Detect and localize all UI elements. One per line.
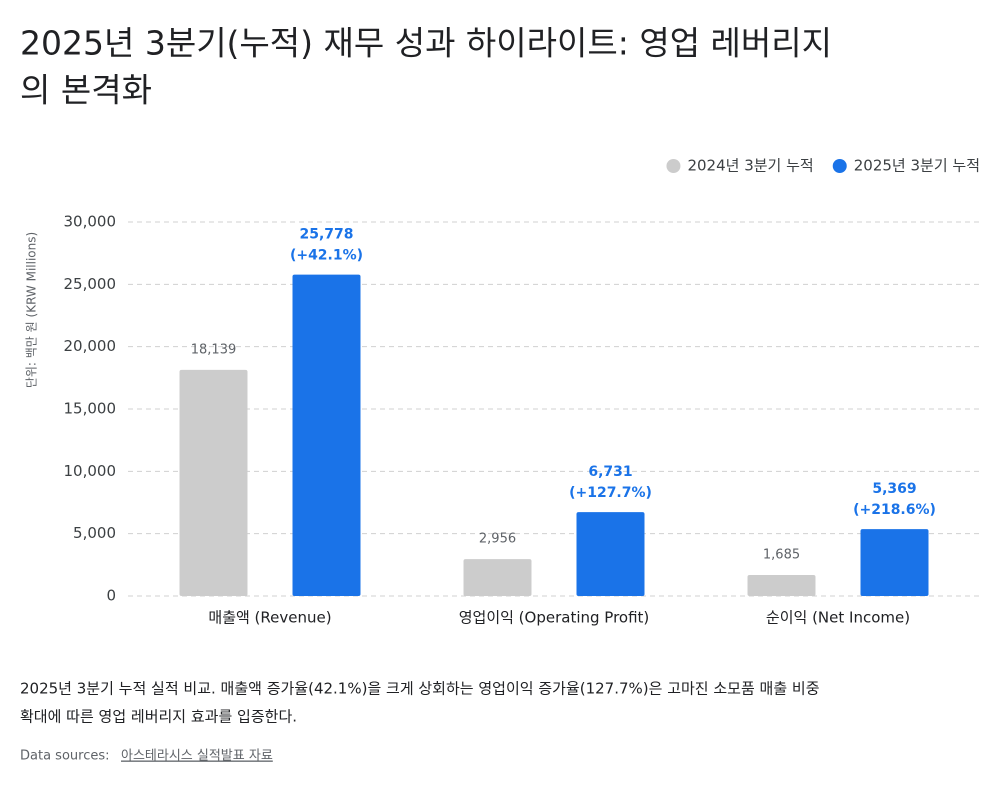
caption: 확대에 따른 영업 레버리지 효과를 입증한다.	[20, 708, 297, 726]
value-label: 5,369	[872, 481, 916, 497]
bar	[576, 512, 645, 596]
bar	[179, 369, 248, 596]
value-label: 1,685	[763, 547, 800, 562]
y-tick-label: 0	[106, 587, 116, 605]
bar	[463, 559, 532, 596]
value-label: 25,778	[299, 227, 353, 243]
value-label: 6,731	[588, 464, 632, 480]
x-tick-label: 매출액 (Revenue)	[208, 609, 331, 627]
chart-title: 의 본격화	[20, 71, 152, 110]
y-tick-label: 5,000	[73, 524, 116, 542]
y-tick-label: 25,000	[64, 275, 117, 293]
y-tick-label: 20,000	[64, 337, 117, 355]
legend-label: 2024년 3분기 누적	[687, 157, 813, 175]
legend-swatch	[832, 159, 847, 173]
x-tick-label: 순이익 (Net Income)	[766, 609, 910, 627]
caption: 2025년 3분기 누적 실적 비교. 매출액 증가율(42.1%)을 크게 상…	[20, 680, 820, 698]
bar	[292, 274, 361, 596]
source-link[interactable]: 아스테라시스 실적발표 자료	[121, 749, 273, 764]
y-axis-label: 단위: 백만 원 (KRW Millions)	[25, 232, 39, 388]
change-label: (+127.7%)	[569, 485, 652, 501]
bar	[747, 574, 816, 596]
chart-title: 2025년 3분기(누적) 재무 성과 하이라이트: 영업 레버리지	[20, 24, 832, 63]
value-label: 2,956	[479, 532, 516, 547]
x-tick-label: 영업이익 (Operating Profit)	[459, 609, 650, 627]
value-label: 18,139	[191, 342, 237, 357]
y-tick-label: 10,000	[64, 462, 117, 480]
legend-label: 2025년 3분기 누적	[854, 157, 980, 175]
bar	[860, 529, 929, 596]
change-label: (+42.1%)	[290, 248, 363, 264]
source-label: Data sources:	[20, 749, 110, 764]
change-label: (+218.6%)	[853, 502, 936, 518]
y-tick-label: 15,000	[64, 400, 117, 418]
legend-swatch	[666, 159, 681, 173]
y-tick-label: 30,000	[64, 213, 117, 231]
